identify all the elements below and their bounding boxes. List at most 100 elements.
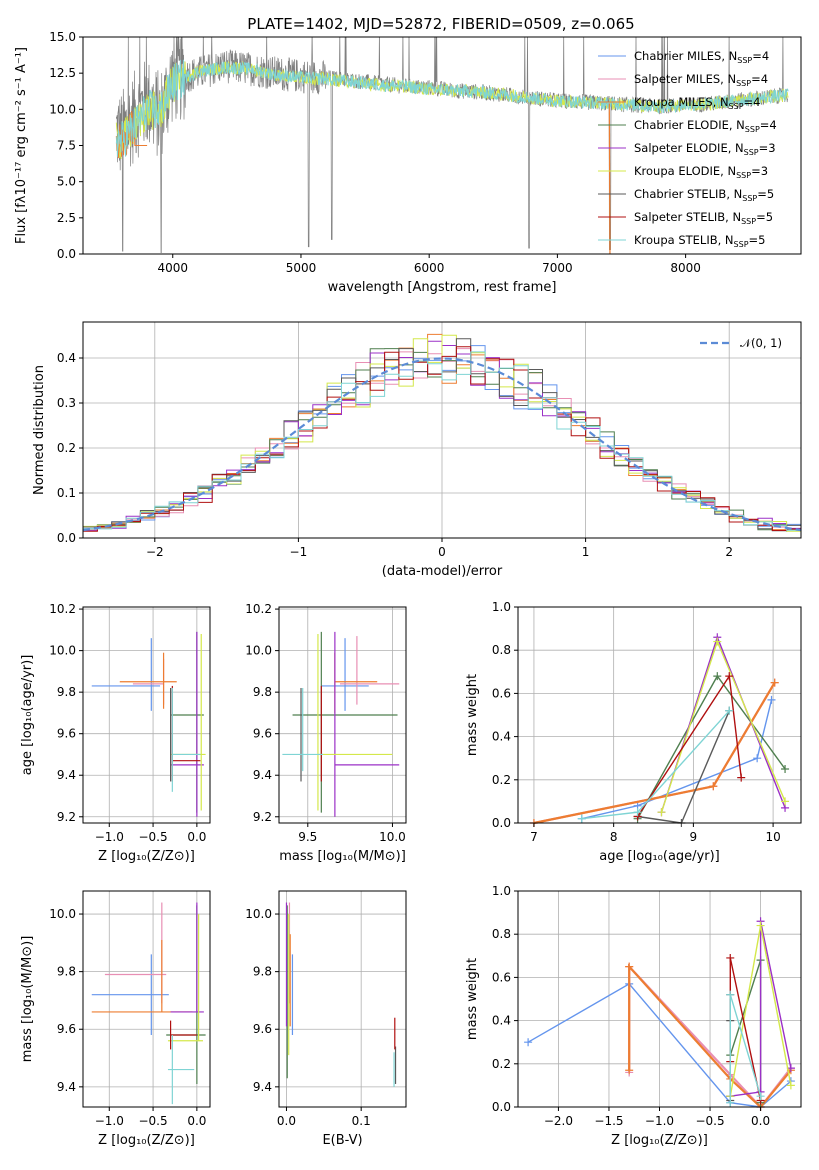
- y-tick-label: 10.0: [49, 102, 76, 116]
- series-point: [713, 637, 722, 646]
- axes-frame: [82, 890, 211, 1108]
- mass-weight-vs-age-panel: 7 8 9 10 0.0 0.2 0.4 0.6 0.8 1.0 age [log₁₀(age/yr…: [465, 600, 802, 864]
- y-tick-label: 7.5: [57, 139, 76, 153]
- x-tick-label: 0.0: [187, 1114, 206, 1128]
- x-tick-label: 5000: [286, 261, 317, 275]
- y-tick-label: 9.6: [57, 1022, 76, 1036]
- y-tick-label: 10.0: [245, 907, 272, 921]
- y-tick-label: 9.2: [253, 810, 272, 824]
- y-tick-label: 9.4: [253, 768, 272, 782]
- x-tick-label: −1: [290, 545, 308, 559]
- x-tick-label: 0.0: [277, 1114, 296, 1128]
- y-tick-label: 12.5: [49, 66, 76, 80]
- y-tick-label: 0.0: [492, 1100, 511, 1114]
- legend-label: Chabrier ELODIE, NSSP=4: [634, 118, 777, 134]
- y-tick-label: 9.4: [253, 1080, 272, 1094]
- y-tick-label: 9.2: [57, 810, 76, 824]
- y-tick-label: 0.6: [492, 686, 511, 700]
- x-tick-label: 4000: [157, 261, 188, 275]
- legend-label: Kroupa MILES, NSSP=4: [634, 95, 760, 111]
- series-point: [770, 678, 779, 687]
- series-point: [767, 695, 776, 704]
- series-line: [730, 921, 792, 1097]
- series-point: [753, 754, 762, 763]
- y-tick-label: 15.0: [49, 30, 76, 44]
- x-axis-label: wavelength [Angstrom, rest frame]: [328, 280, 557, 295]
- x-tick-label: 7: [530, 830, 538, 844]
- x-tick-label: −1.0: [95, 830, 124, 844]
- legend-label: Salpeter MILES, NSSP=4: [634, 72, 768, 88]
- y-tick-label: 0.8: [492, 927, 511, 941]
- axes-frame: [278, 606, 407, 824]
- series-point: [786, 1081, 795, 1090]
- series-point: [737, 773, 746, 782]
- series-point: [713, 672, 722, 681]
- x-tick-label: −0.5: [138, 830, 167, 844]
- y-tick-label: 0.2: [492, 1057, 511, 1071]
- x-tick-label: 7000: [542, 261, 573, 275]
- series-point: [726, 990, 735, 999]
- y-tick-label: 10.0: [49, 907, 76, 921]
- histogram-series: [83, 351, 801, 531]
- x-axis-label: Z [log₁₀(Z/Z⊙)]: [611, 1133, 708, 1148]
- x-tick-label: 9.5: [298, 830, 317, 844]
- x-axis-label: age [log₁₀(age/yr)]: [599, 849, 720, 864]
- x-tick-label: 10: [765, 830, 780, 844]
- series-point: [726, 1098, 735, 1107]
- x-tick-label: −0.5: [695, 1114, 724, 1128]
- series-point: [725, 672, 734, 681]
- y-tick-label: 1.0: [492, 884, 511, 898]
- y-tick-label: 2.5: [57, 211, 76, 225]
- residual-histogram-panel: −2 −1 0 1 2 0.0 0.1 0.2 0.3 0.4 (data-model)/error…: [32, 321, 802, 579]
- legend-label: Chabrier MILES, NSSP=4: [634, 49, 769, 65]
- x-tick-label: −2.0: [544, 1114, 573, 1128]
- y-tick-label: 0.6: [492, 970, 511, 984]
- y-tick-label: 9.8: [253, 685, 272, 699]
- x-tick-label: 10.0: [379, 830, 406, 844]
- y-tick-label: 0.4: [492, 730, 511, 744]
- x-axis-label: E(B-V): [322, 1133, 362, 1148]
- x-tick-label: −2: [146, 545, 164, 559]
- x-tick-label: 1: [582, 545, 590, 559]
- gaussian-curve: [82, 357, 802, 532]
- series-point: [633, 808, 642, 817]
- mass-vs-ebv-panel: 0.0 0.1 9.4 9.6 9.8 10.0 E(B-V): [245, 890, 407, 1148]
- x-tick-label: 0.0: [187, 830, 206, 844]
- x-tick-label: 0: [438, 545, 446, 559]
- y-tick-label: 10.0: [245, 644, 272, 658]
- series-point: [625, 962, 634, 971]
- axes-frame: [517, 606, 802, 824]
- y-tick-label: 10.0: [49, 644, 76, 658]
- spectrum-model-drop: [608, 103, 611, 255]
- axes-frame: [278, 890, 407, 1108]
- x-axis-label: mass [log₁₀(M/M⊙)]: [279, 849, 406, 864]
- y-axis-label: age [log₁₀(age/yr)]: [20, 655, 35, 776]
- x-axis-label: Z [log₁₀(Z/Z⊙)]: [98, 849, 195, 864]
- spectrum-panel: 4000 5000 6000 7000 8000 0.0 2.5 5.0 7.5 10.0 12.5…: [14, 30, 802, 295]
- x-tick-label: −1.5: [594, 1114, 623, 1128]
- mass-vs-metallicity-panel: −1.0 −0.5 0.0 9.4 9.6 9.8 10.0 Z [log₁₀(Z/Z⊙)] m…: [20, 890, 211, 1148]
- series-point: [625, 1066, 634, 1075]
- y-tick-label: 9.4: [57, 1080, 76, 1094]
- y-tick-label: 0.0: [57, 247, 76, 261]
- spectrum-model-trace: [115, 111, 148, 159]
- series-point: [524, 1038, 533, 1047]
- y-axis-label: mass [log₁₀(M/M⊙)]: [20, 936, 35, 1063]
- legend-label: Chabrier STELIB, NSSP=5: [634, 187, 774, 203]
- y-tick-label: 10.2: [49, 602, 76, 616]
- x-tick-label: 0.0: [751, 1114, 770, 1128]
- series-point: [781, 797, 790, 806]
- y-tick-label: 5.0: [57, 175, 76, 189]
- age-vs-mass-panel: 9.5 10.0 9.2 9.4 9.6 9.8 10.0 10.2 mass [log₁₀(M…: [245, 602, 407, 864]
- y-tick-label: 9.4: [57, 768, 76, 782]
- y-axis-label: Normed distribution: [32, 365, 47, 495]
- y-tick-label: 0.4: [492, 1014, 511, 1028]
- x-axis-label: (data-model)/error: [382, 564, 503, 579]
- x-tick-label: 8000: [670, 261, 701, 275]
- series-line: [581, 699, 773, 820]
- spectrum-model-trace: [115, 59, 789, 157]
- y-tick-label: 1.0: [492, 600, 511, 614]
- spectrum-title: PLATE=1402, MJD=52872, FIBERID=0509, z=0…: [247, 15, 634, 33]
- series-point: [657, 808, 666, 817]
